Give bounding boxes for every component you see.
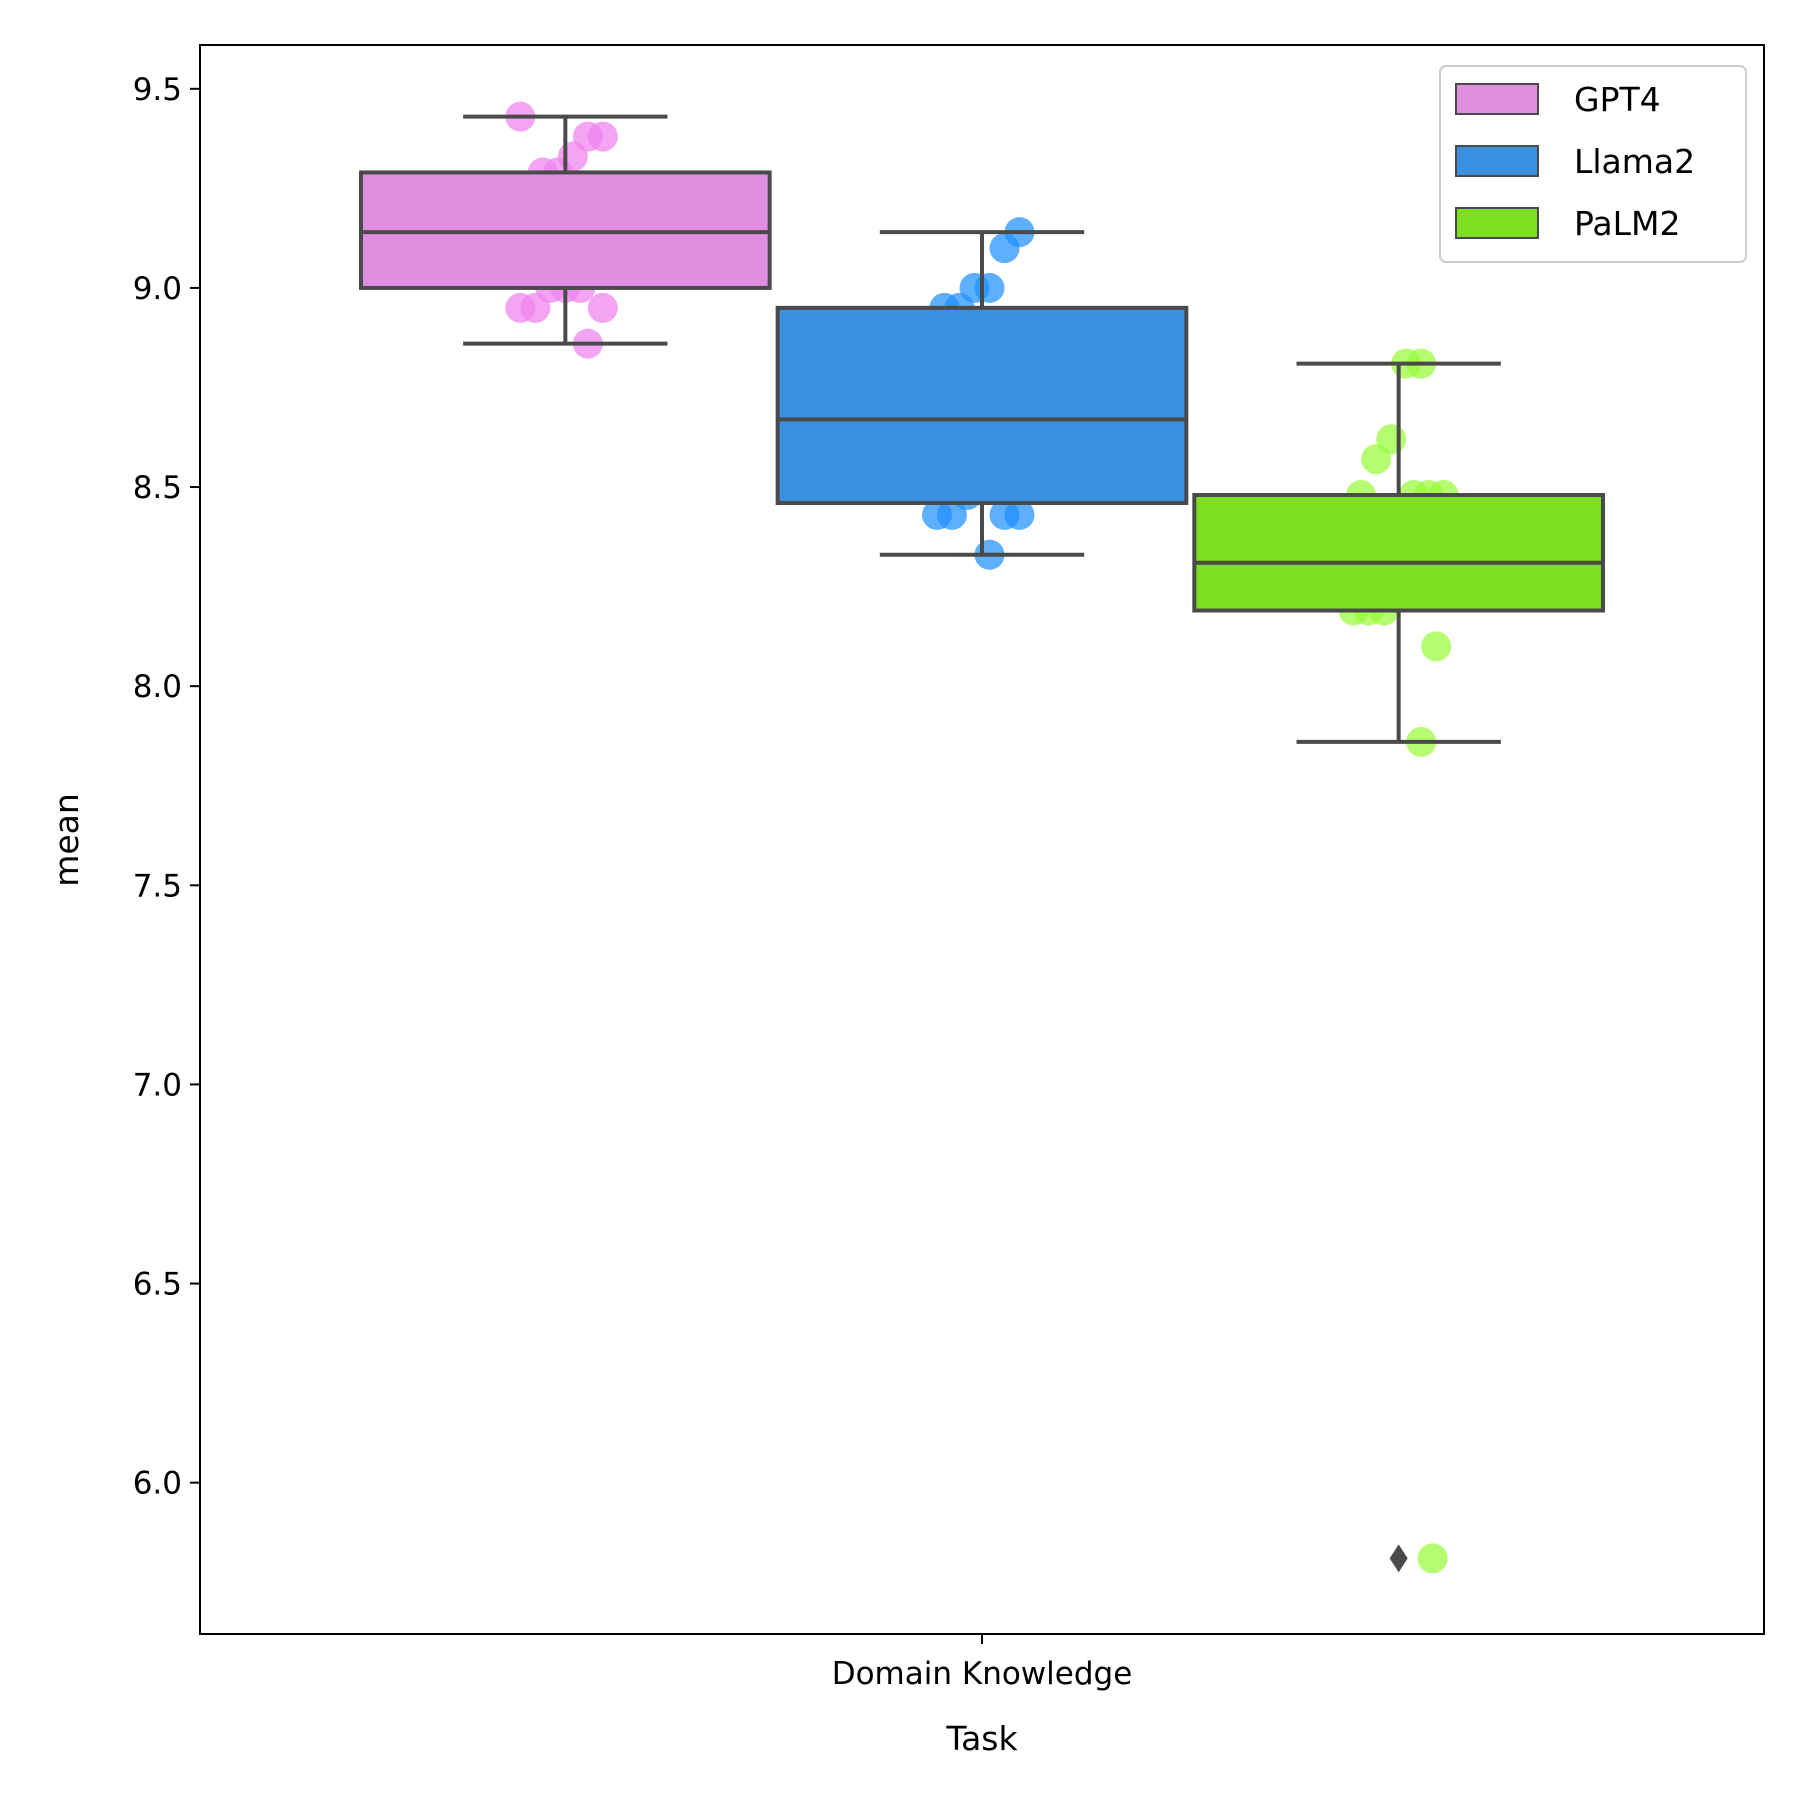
legend-label-palm2: PaLM2 <box>1574 204 1681 243</box>
y-tick-label: 9.0 <box>133 271 182 307</box>
box-palm2 <box>1192 361 1606 1573</box>
box-iqr <box>1192 493 1606 613</box>
legend-label-gpt4: GPT4 <box>1574 80 1661 119</box>
y-tick-label: 6.0 <box>133 1466 182 1502</box>
y-tick-label: 7.0 <box>133 1067 182 1103</box>
strip-point <box>1417 1543 1448 1574</box>
y-axis-label: mean <box>47 793 86 887</box>
legend-swatch-llama2 <box>1455 145 1539 177</box>
strip-point <box>505 292 536 323</box>
boxes-layer <box>359 114 1606 1573</box>
strip-point <box>989 499 1020 530</box>
outlier-marker <box>1389 1544 1408 1573</box>
strip-point <box>1421 631 1452 662</box>
x-axis: Domain Knowledge <box>832 1634 1133 1692</box>
legend-swatch-palm2 <box>1455 207 1539 239</box>
strip-point <box>989 233 1020 264</box>
strip-point <box>1361 444 1392 475</box>
box-iqr <box>775 305 1189 505</box>
y-tick-label: 9.5 <box>133 72 182 108</box>
strip-point <box>587 292 618 323</box>
y-axis: 6.0 6.5 7.0 7.5 8.0 8.5 9.0 9.5 <box>133 72 200 1502</box>
box-gpt4 <box>359 114 772 346</box>
y-tick-label: 6.5 <box>133 1267 182 1303</box>
strip-point <box>922 499 952 530</box>
y-tick-label: 8.5 <box>133 470 182 506</box>
box-llama2 <box>775 230 1189 557</box>
legend-swatch-gpt4 <box>1455 83 1539 115</box>
legend[interactable]: GPT4 Llama2 PaLM2 <box>1439 65 1747 263</box>
x-axis-label: Task <box>945 1719 1018 1758</box>
x-tick-label: Domain Knowledge <box>832 1656 1133 1692</box>
legend-label-llama2: Llama2 <box>1574 142 1695 181</box>
y-tick-label: 8.0 <box>133 669 182 705</box>
y-tick-label: 7.5 <box>133 868 182 904</box>
